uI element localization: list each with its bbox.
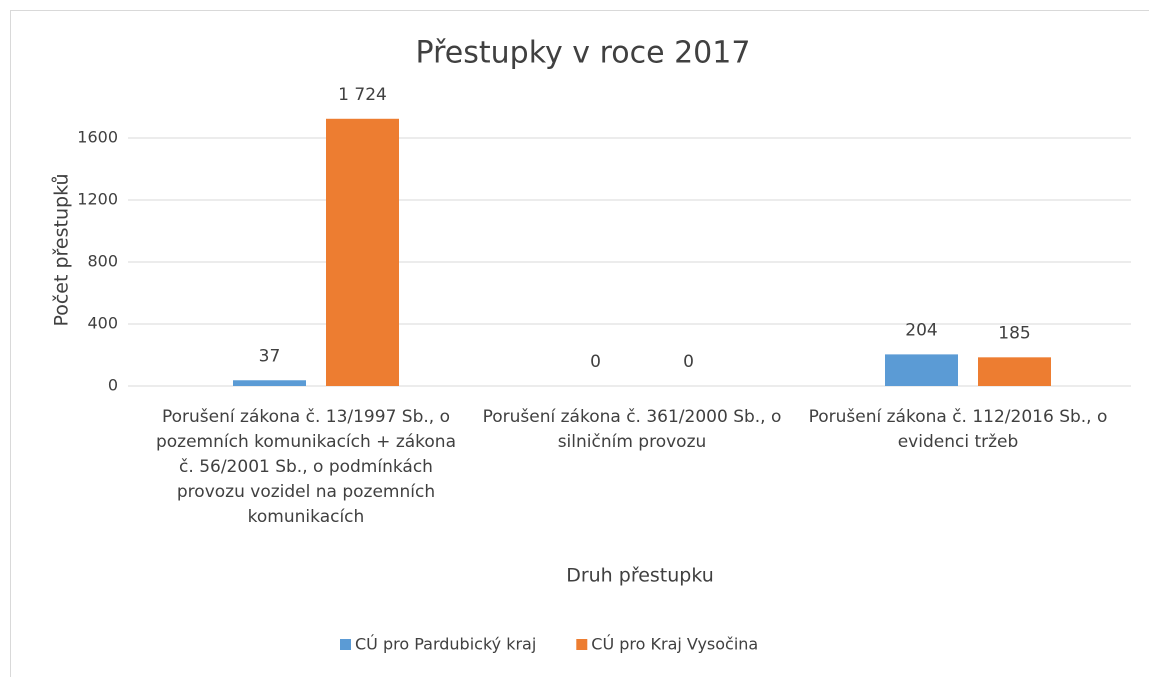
data-label: 185 bbox=[998, 323, 1030, 343]
y-axis-title: Počet přestupků bbox=[51, 173, 73, 326]
legend-label: CÚ pro Pardubický kraj bbox=[355, 635, 536, 654]
x-tick-label: Porušení zákona č. 13/1997 Sb., o pozemn… bbox=[155, 407, 456, 527]
data-label: 204 bbox=[905, 320, 937, 340]
bar bbox=[233, 380, 306, 386]
data-label: 0 bbox=[683, 352, 694, 372]
bar bbox=[326, 118, 399, 386]
chart-title: Přestupky v roce 2017 bbox=[416, 36, 751, 71]
data-label: 37 bbox=[259, 346, 281, 366]
y-tick-label: 400 bbox=[87, 314, 118, 333]
x-axis-title: Druh přestupku bbox=[566, 565, 714, 587]
bar bbox=[978, 357, 1051, 386]
legend-label: CÚ pro Kraj Vysočina bbox=[591, 635, 758, 654]
y-tick-label: 1200 bbox=[77, 190, 118, 209]
data-label: 1 724 bbox=[338, 85, 387, 105]
y-tick-label: 0 bbox=[108, 376, 118, 395]
bar bbox=[885, 354, 958, 386]
legend-swatch bbox=[576, 639, 588, 650]
chart-frame bbox=[10, 10, 1149, 677]
legend-swatch bbox=[340, 639, 351, 650]
data-label: 0 bbox=[590, 352, 601, 372]
x-tick-label: Porušení zákona č. 112/2016 Sb., o evide… bbox=[808, 407, 1108, 452]
y-tick-label: 1600 bbox=[77, 128, 118, 147]
x-tick-label: Porušení zákona č. 361/2000 Sb., o silni… bbox=[482, 407, 782, 452]
y-tick-label: 800 bbox=[87, 252, 118, 271]
